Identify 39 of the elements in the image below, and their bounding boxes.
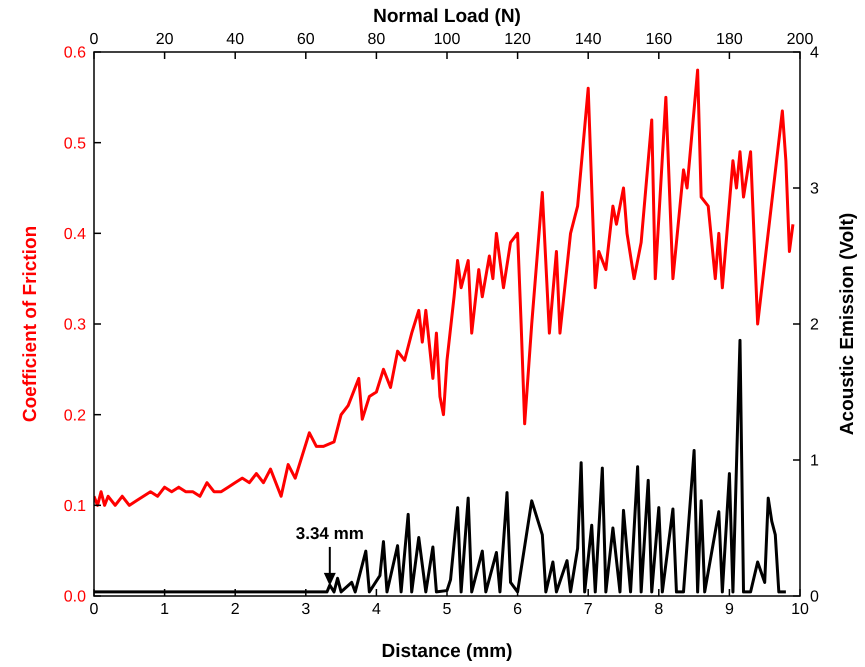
y-tick-label: 0.0 (64, 588, 86, 606)
y-axis-title: Coefficient of Friction (20, 226, 41, 422)
x2-tick-label: 20 (156, 31, 174, 48)
x2-tick-label: 80 (368, 31, 386, 48)
x2-tick-label: 100 (434, 31, 460, 48)
x-tick-label: 6 (513, 601, 522, 618)
y-tick-label: 0.5 (64, 135, 86, 152)
x-tick-label: 10 (791, 601, 809, 618)
y2-tick-label: 0 (810, 588, 819, 606)
y2-axis-title: Acoustic Emission (Volt) (837, 212, 858, 436)
x2-tick-label: 120 (504, 31, 532, 48)
x2-tick-label: 160 (645, 31, 672, 48)
x-tick-label: 1 (160, 601, 170, 618)
y-tick-label: 0.6 (64, 44, 86, 62)
x2-tick-label: 60 (296, 31, 315, 48)
x-tick-label: 4 (372, 601, 381, 618)
y2-tick-label: 3 (810, 180, 819, 198)
x2-tick-label: 180 (716, 31, 743, 48)
x-tick-label: 0 (90, 601, 99, 618)
line-series (94, 338, 788, 594)
x-tick-label: 2 (230, 601, 240, 618)
x2-tick-label: 140 (574, 31, 602, 48)
x2-tick-label: 40 (226, 31, 244, 48)
y-tick-label: 0.3 (64, 316, 86, 334)
x-tick-label: 7 (584, 601, 593, 618)
x-tick-label: 3 (301, 601, 310, 618)
y-tick-label: 0.2 (64, 407, 86, 424)
annotation: 3.34 mm (296, 524, 364, 543)
x2-axis-title: Normal Load (N) (373, 6, 521, 27)
x-tick-label: 8 (654, 601, 664, 618)
y2-tick-label: 2 (810, 316, 819, 334)
x2-tick-label: 0 (90, 31, 99, 48)
x-axis-title: Distance (mm) (382, 641, 512, 662)
x-tick-label: 5 (442, 601, 452, 618)
line-series (94, 68, 794, 507)
y-tick-label: 0.1 (64, 498, 86, 515)
x-tick-label: 9 (724, 601, 734, 618)
y-tick-label: 0.4 (64, 226, 86, 243)
y2-tick-label: 1 (810, 452, 819, 470)
